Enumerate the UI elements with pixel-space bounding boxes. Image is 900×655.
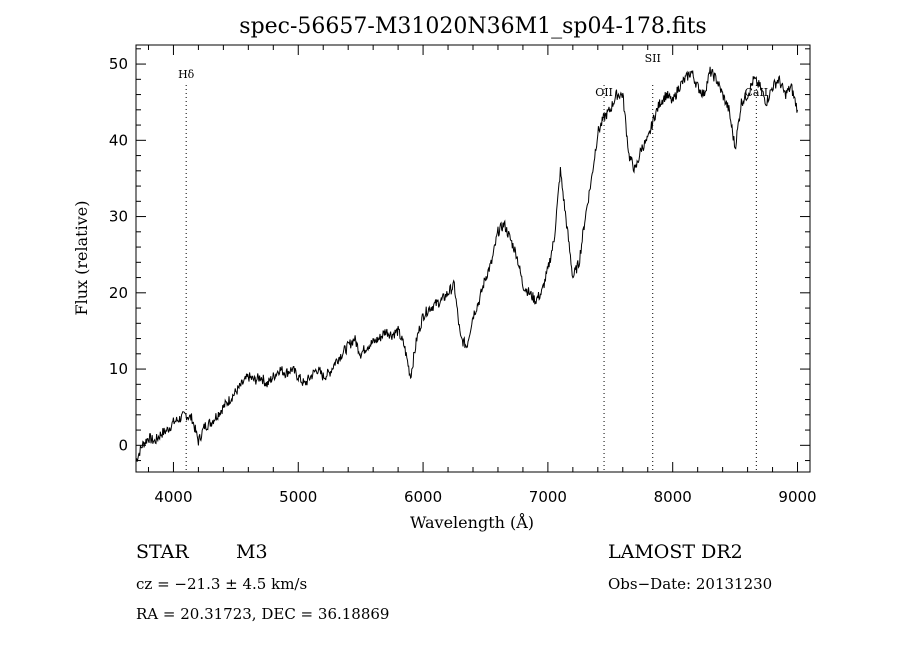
- spectral-line-label: OII: [595, 86, 613, 99]
- y-tick-label: 20: [109, 284, 128, 302]
- x-tick-label: 7000: [529, 488, 567, 506]
- chart-title: spec-56657-M31020N36M1_sp04-178.fits: [239, 14, 706, 39]
- y-axis-ticks: 0 10 20 30 40 50: [109, 48, 810, 462]
- survey-name: LAMOST DR2: [608, 541, 743, 563]
- y-tick-label: 30: [109, 208, 128, 226]
- x-tick-label: 4000: [154, 488, 192, 506]
- spectral-line-label: SII: [645, 52, 661, 65]
- redshift-info: cz = −21.3 ± 4.5 km/s: [136, 575, 307, 593]
- spectral-subclass: M3: [236, 541, 268, 563]
- plot-frame: [135, 44, 811, 473]
- y-tick-label: 0: [118, 436, 128, 454]
- y-tick-label: 50: [109, 55, 128, 73]
- x-tick-label: 5000: [279, 488, 317, 506]
- x-tick-label: 6000: [404, 488, 442, 506]
- observation-date: Obs−Date: 20131230: [608, 575, 772, 593]
- coordinates: RA = 20.31723, DEC = 36.18869: [136, 605, 389, 623]
- x-axis-ticks: 4000 5000 6000 7000 8000 9000: [147, 45, 817, 506]
- y-tick-label: 40: [109, 131, 128, 149]
- y-tick-label: 10: [109, 360, 128, 378]
- object-type: STAR: [136, 541, 189, 563]
- x-tick-label: 9000: [778, 488, 816, 506]
- spectrum-line: [135, 66, 798, 462]
- x-axis-label: Wavelength (Å): [410, 512, 534, 532]
- y-axis-label: Flux (relative): [72, 201, 91, 316]
- spectrum-info-footer: STAR M3 LAMOST DR2 cz = −21.3 ± 4.5 km/s…: [136, 541, 772, 623]
- x-tick-label: 8000: [654, 488, 692, 506]
- spectral-line-label: Hδ: [178, 68, 195, 81]
